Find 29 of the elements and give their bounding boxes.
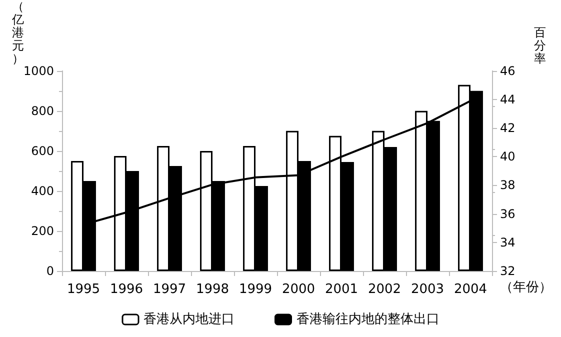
x-tick-label: 2004: [454, 282, 488, 297]
x-tick-label: 1996: [110, 282, 144, 297]
legend-label: 香港从内地进口: [144, 312, 234, 327]
y-tick-label: 0: [46, 264, 54, 278]
legend-label: 香港输往内地的整体出口: [296, 312, 440, 327]
y-tick-label: 1000: [23, 64, 54, 78]
y2-tick-label: 32: [500, 264, 516, 278]
x-tick-label: 2002: [368, 282, 402, 297]
y-tick-label: 800: [31, 104, 54, 118]
x-axis-title: （年份）: [500, 280, 552, 295]
y2-tick-label: 44: [500, 92, 516, 106]
y-tick-label: 400: [31, 184, 54, 198]
y2-tick-label: 40: [500, 150, 516, 164]
x-tick-label: 1995: [66, 282, 100, 297]
y2-tick-label: 46: [500, 64, 516, 78]
x-tick-label: 2001: [324, 282, 358, 297]
y2-tick-label: 42: [500, 121, 516, 136]
y2-tick-label: 38: [500, 178, 516, 192]
x-tick-label: 2003: [410, 282, 444, 297]
y-tick-label: 200: [31, 224, 54, 238]
x-tick-label: 1999: [238, 282, 272, 297]
y2-axis-title: 百分率: [534, 26, 546, 66]
x-tick-label: 1998: [196, 282, 230, 297]
y-axis-title: （亿港元）: [11, 0, 24, 66]
y2-tick-label: 36: [500, 206, 516, 221]
y2-tick-label: 34: [500, 235, 516, 250]
x-tick-label: 2000: [282, 282, 316, 297]
y-tick-label: 600: [31, 144, 54, 158]
x-tick-label: 1997: [152, 282, 186, 297]
